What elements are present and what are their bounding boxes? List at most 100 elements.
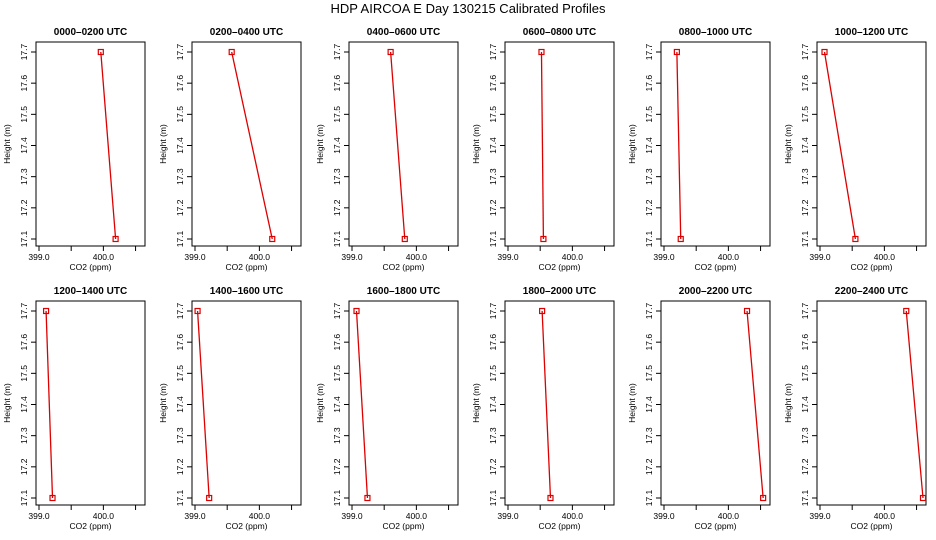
x-axis-label: CO2 (ppm)	[69, 521, 111, 531]
x-tick-label: 400.0	[562, 511, 584, 521]
x-axis-label: CO2 (ppm)	[382, 262, 424, 272]
y-tick-label: 17.3	[332, 427, 342, 444]
panel-title: 2000–2200 UTC	[679, 286, 752, 297]
y-tick-label: 17.4	[332, 137, 342, 154]
profile-line	[45, 310, 54, 499]
plot-frame	[348, 300, 459, 506]
y-tick-label: 17.5	[175, 365, 185, 382]
y-tick-label: 17.7	[175, 43, 185, 60]
y-tick-label: 17.1	[19, 230, 29, 247]
panel-title: 0600–0800 UTC	[523, 27, 596, 38]
x-tick-label: 399.0	[184, 252, 206, 262]
x-tick-label: 399.0	[341, 252, 363, 262]
data-point	[540, 235, 547, 243]
profile-line	[823, 51, 857, 240]
y-tick-label: 17.2	[644, 199, 654, 216]
x-tick-label: 400.0	[718, 511, 740, 521]
profile-line	[905, 310, 924, 499]
y-tick-label: 17.1	[800, 489, 810, 506]
y-tick-label: 17.5	[800, 106, 810, 123]
panel-title: 1200–1400 UTC	[54, 286, 127, 297]
y-axis-label: Height (m)	[315, 383, 325, 423]
plot-frame	[504, 41, 615, 247]
y-tick-label: 17.5	[332, 365, 342, 382]
y-tick-label: 17.4	[332, 396, 342, 413]
y-tick-label: 17.5	[19, 106, 29, 123]
y-tick-label: 17.7	[19, 302, 29, 319]
data-point	[677, 235, 684, 243]
plot-frame	[504, 300, 615, 506]
plot-frame	[191, 41, 302, 247]
data-point	[387, 48, 394, 56]
y-tick-label: 17.5	[488, 365, 498, 382]
y-axis-label: Height (m)	[2, 124, 12, 164]
x-axis-label: CO2 (ppm)	[538, 521, 580, 531]
x-axis-label: CO2 (ppm)	[225, 262, 267, 272]
y-tick-label: 17.6	[800, 75, 810, 92]
panel-title: 0200–0400 UTC	[210, 27, 283, 38]
y-tick-label: 17.1	[175, 489, 185, 506]
data-point	[539, 307, 546, 315]
y-tick-label: 17.6	[175, 334, 185, 351]
y-axis-label: Height (m)	[627, 124, 637, 164]
y-tick-label: 17.2	[175, 458, 185, 475]
y-tick-label: 17.6	[488, 334, 498, 351]
x-tick-label: 400.0	[406, 252, 428, 262]
y-tick-label: 17.5	[19, 365, 29, 382]
y-axis-label: Height (m)	[2, 383, 12, 423]
data-point	[538, 48, 545, 56]
y-tick-label: 17.2	[800, 458, 810, 475]
x-tick-label: 400.0	[718, 252, 740, 262]
y-axis-label: Height (m)	[158, 124, 168, 164]
profile-line	[355, 310, 369, 499]
y-axis-label: Height (m)	[315, 124, 325, 164]
y-tick-label: 17.6	[19, 75, 29, 92]
y-tick-label: 17.1	[644, 230, 654, 247]
y-tick-label: 17.1	[19, 489, 29, 506]
panel-title: 1600–1800 UTC	[367, 286, 440, 297]
y-tick-label: 17.2	[488, 199, 498, 216]
y-tick-label: 17.2	[800, 199, 810, 216]
data-point	[673, 48, 680, 56]
y-tick-label: 17.6	[19, 334, 29, 351]
y-axis-label: Height (m)	[471, 383, 481, 423]
y-tick-label: 17.7	[332, 302, 342, 319]
profile-line	[541, 310, 552, 499]
x-axis-label: CO2 (ppm)	[850, 521, 892, 531]
panel-title: 1000–1200 UTC	[835, 27, 908, 38]
y-tick-label: 17.7	[488, 302, 498, 319]
y-tick-label: 17.5	[800, 365, 810, 382]
panel-title: 1400–1600 UTC	[210, 286, 283, 297]
y-tick-label: 17.7	[800, 43, 810, 60]
x-axis-label: CO2 (ppm)	[850, 262, 892, 272]
y-tick-label: 17.7	[644, 302, 654, 319]
data-point	[364, 494, 371, 502]
panel-title: 1800–2000 UTC	[523, 286, 596, 297]
y-tick-label: 17.4	[800, 396, 810, 413]
data-point	[206, 494, 213, 502]
x-tick-label: 399.0	[184, 511, 206, 521]
y-tick-label: 17.7	[488, 43, 498, 60]
data-point	[401, 235, 408, 243]
data-point	[821, 48, 828, 56]
plot-frame	[660, 41, 771, 247]
x-tick-label: 400.0	[93, 252, 115, 262]
data-point	[743, 307, 751, 315]
x-tick-label: 400.0	[93, 511, 115, 521]
y-tick-label: 17.4	[800, 137, 810, 154]
y-tick-label: 17.7	[19, 43, 29, 60]
x-tick-label: 400.0	[874, 511, 896, 521]
y-tick-label: 17.2	[19, 199, 29, 216]
y-tick-label: 17.1	[644, 489, 654, 506]
y-tick-label: 17.3	[488, 427, 498, 444]
profile-line	[100, 51, 117, 240]
data-point	[919, 494, 927, 502]
y-tick-label: 17.5	[644, 365, 654, 382]
y-tick-label: 17.6	[644, 334, 654, 351]
data-point	[49, 494, 56, 502]
y-tick-label: 17.2	[332, 458, 342, 475]
